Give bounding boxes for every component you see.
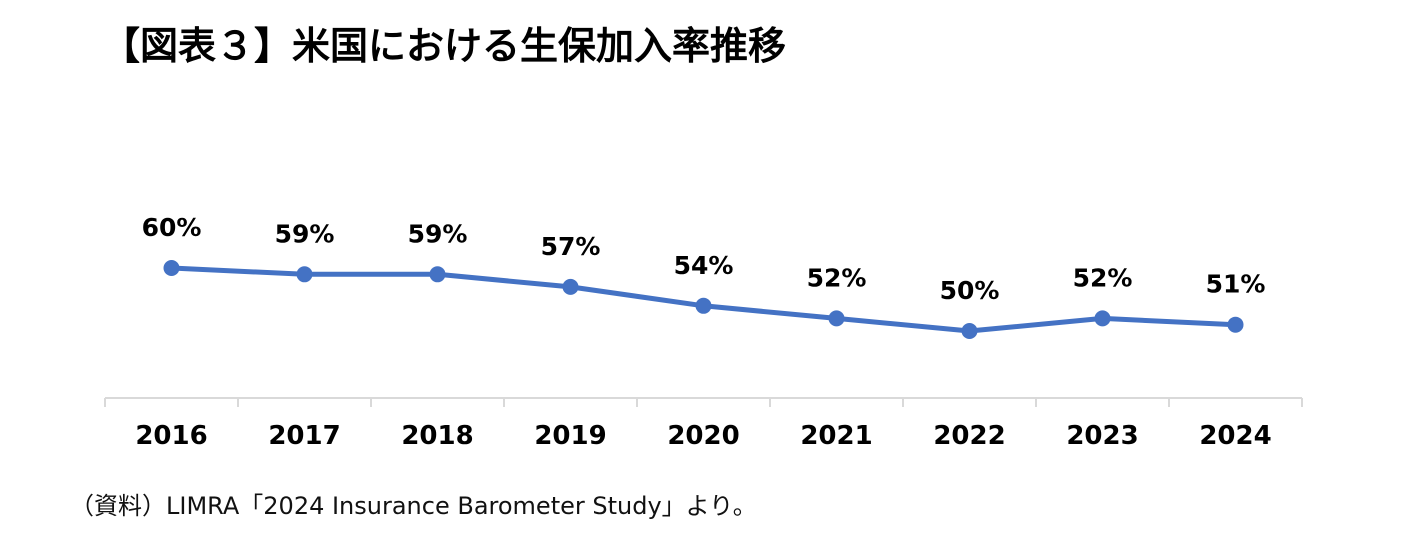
data-point — [828, 310, 845, 327]
data-point — [1227, 316, 1244, 333]
data-point — [1094, 310, 1111, 327]
x-tick-label: 2018 — [401, 421, 473, 451]
x-tick-label: 2023 — [1066, 421, 1138, 451]
x-tick-label: 2021 — [800, 421, 872, 451]
data-point — [163, 260, 180, 276]
chart-title: 【図表３】米国における生保加入率推移 — [102, 24, 787, 68]
data-label: 59% — [408, 219, 468, 248]
data-labels: 60% 59% 59% 57% 54% 52% 50% 52% 51% — [142, 213, 1266, 305]
data-label: 57% — [541, 232, 601, 261]
data-label: 52% — [1073, 263, 1133, 292]
data-point — [562, 278, 579, 295]
data-label: 59% — [275, 219, 335, 248]
x-axis — [104, 397, 1303, 407]
x-tick-label: 2024 — [1199, 421, 1271, 451]
x-tick-label: 2017 — [268, 421, 340, 451]
x-tick-label: 2022 — [933, 421, 1005, 451]
data-label: 54% — [674, 251, 734, 280]
source-note: （資料）LIMRA「2024 Insurance Barometer Study… — [70, 492, 757, 520]
data-label: 52% — [807, 263, 867, 292]
x-tick-label: 2016 — [135, 421, 207, 451]
data-label: 51% — [1206, 270, 1266, 299]
data-point — [695, 297, 712, 314]
data-label: 60% — [142, 213, 202, 242]
data-point — [296, 266, 313, 283]
x-tick-labels: 2016 2017 2018 2019 2020 2021 2022 2023 2024 — [135, 421, 1271, 451]
x-tick-label: 2020 — [667, 421, 739, 451]
data-points — [163, 260, 1244, 339]
x-tick-label: 2019 — [534, 421, 606, 451]
data-point — [961, 323, 978, 339]
data-label: 50% — [940, 276, 1000, 305]
data-point — [429, 266, 446, 283]
